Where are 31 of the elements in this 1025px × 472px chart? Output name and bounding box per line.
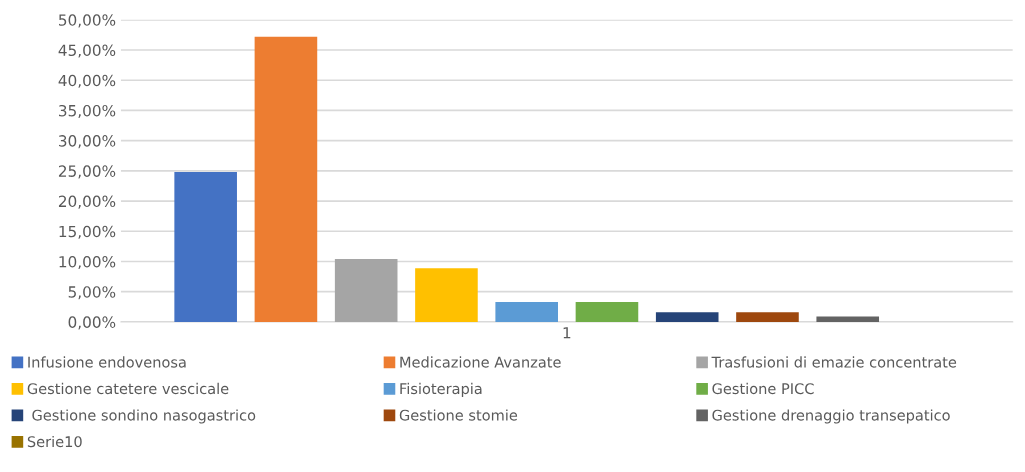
x-tick-label: 1 bbox=[563, 327, 571, 339]
y-tick-label: 10,00% bbox=[59, 255, 116, 270]
bar bbox=[736, 312, 799, 322]
legend-label: Gestione catetere vescicale bbox=[27, 382, 229, 395]
legend-label: Fisioterapia bbox=[400, 382, 482, 397]
legend-label: Infusione endovenosa bbox=[28, 356, 186, 368]
bar bbox=[816, 316, 880, 322]
bar bbox=[655, 312, 719, 322]
y-tick-label: 25,00% bbox=[58, 165, 116, 179]
legend-label: Gestione drenaggio transepatico bbox=[712, 409, 950, 424]
legend-label: Gestione PICC bbox=[712, 382, 814, 395]
bar bbox=[575, 301, 639, 322]
legend-label: Gestione stomie bbox=[399, 409, 518, 421]
y-tick-label: 0,00% bbox=[68, 316, 116, 330]
y-tick-label: 35,00% bbox=[59, 104, 116, 119]
bar bbox=[174, 172, 237, 322]
legend-label: Trasfusioni di emazie concentrate bbox=[711, 356, 957, 368]
legend-label: Serie10 bbox=[27, 435, 82, 448]
legend-label: Medicazione Avanzate bbox=[400, 356, 561, 368]
y-tick-label: 20,00% bbox=[58, 195, 116, 209]
bar bbox=[495, 301, 558, 322]
y-tick-label: 5,00% bbox=[68, 286, 116, 300]
y-tick-label: 30,00% bbox=[59, 135, 116, 149]
legend-label: Gestione sondino nasogastrico bbox=[32, 409, 256, 424]
y-tick-label: 15,00% bbox=[59, 225, 116, 239]
bar bbox=[415, 268, 478, 322]
bar bbox=[334, 259, 398, 322]
y-tick-label: 40,00% bbox=[58, 74, 116, 88]
y-tick-label: 50,00% bbox=[59, 14, 116, 28]
y-tick-label: 45,00% bbox=[58, 44, 116, 58]
bar bbox=[254, 36, 318, 322]
